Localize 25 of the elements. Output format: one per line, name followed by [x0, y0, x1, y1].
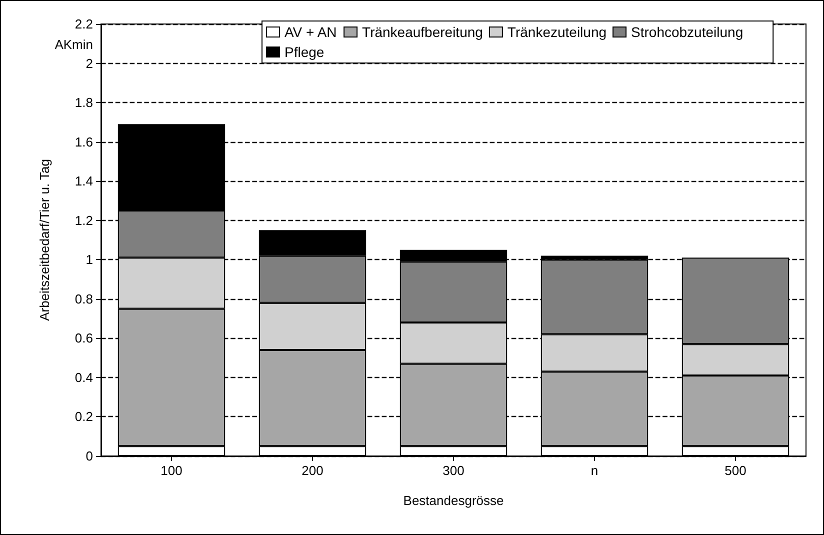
y-tick-label: 0.2	[74, 409, 93, 424]
x-tick-label: 200	[302, 463, 324, 478]
y-axis-title: Arbeitszeitbedarf/Tier u. Tag	[37, 159, 52, 321]
x-tick-label: 500	[724, 463, 746, 478]
x-tick-label: n	[590, 463, 598, 478]
legend-label: Strohcobzuteilung	[631, 24, 744, 40]
x-tick-label: 100	[160, 463, 182, 478]
y-tick-label: 2.2	[74, 16, 93, 32]
legend-label: Tränkeaufbereitung	[362, 24, 483, 40]
y-tick-label: 1.4	[74, 174, 93, 189]
y-tick-label: 0.6	[74, 330, 93, 346]
y-tick-label: 1.8	[74, 95, 93, 110]
y-tick-label: 1.2	[74, 212, 93, 228]
x-axis-title: Bestandesgrösse	[403, 493, 504, 508]
legend-label: AV + AN	[284, 24, 337, 40]
x-tick-label: 300	[442, 463, 464, 478]
text: AKmin	[54, 37, 94, 52]
y-tick-label: 0	[86, 448, 93, 464]
y-tick-label: 1	[86, 252, 93, 268]
y-tick-label: 0.8	[74, 291, 93, 306]
y-tick-label: 1.6	[74, 134, 93, 150]
legend-label: Tränkezuteilung	[507, 24, 607, 40]
y-tick-label: 2	[86, 56, 93, 71]
y-tick-label: 0.4	[74, 370, 93, 385]
legend-label: Pflege	[284, 44, 324, 60]
